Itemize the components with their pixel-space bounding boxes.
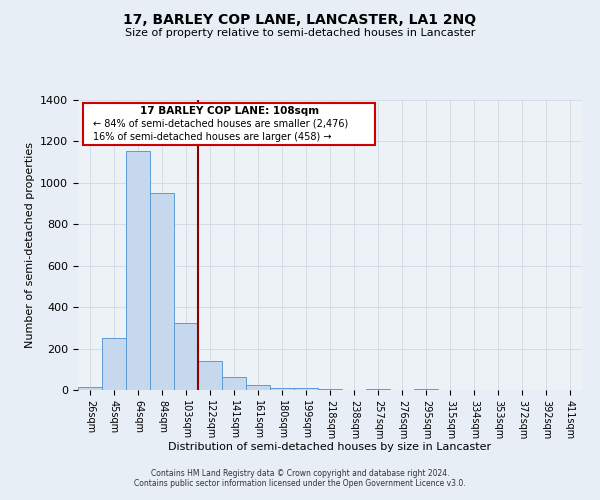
Bar — [126, 151, 150, 390]
Bar — [174, 322, 198, 390]
Bar — [222, 376, 246, 390]
Bar — [78, 387, 102, 390]
Y-axis label: Number of semi-detached properties: Number of semi-detached properties — [25, 142, 35, 348]
Bar — [294, 388, 318, 390]
Text: 16% of semi-detached houses are larger (458) →: 16% of semi-detached houses are larger (… — [93, 132, 332, 142]
Bar — [102, 338, 126, 390]
Bar — [366, 389, 390, 390]
Text: 17 BARLEY COP LANE: 108sqm: 17 BARLEY COP LANE: 108sqm — [140, 106, 319, 116]
FancyBboxPatch shape — [83, 103, 376, 145]
Text: Contains HM Land Registry data © Crown copyright and database right 2024.: Contains HM Land Registry data © Crown c… — [151, 468, 449, 477]
Bar — [198, 361, 222, 390]
Text: Contains public sector information licensed under the Open Government Licence v3: Contains public sector information licen… — [134, 478, 466, 488]
Text: ← 84% of semi-detached houses are smaller (2,476): ← 84% of semi-detached houses are smalle… — [93, 119, 349, 129]
Bar — [318, 389, 342, 390]
Text: 17, BARLEY COP LANE, LANCASTER, LA1 2NQ: 17, BARLEY COP LANE, LANCASTER, LA1 2NQ — [124, 12, 476, 26]
Bar — [246, 385, 270, 390]
Bar — [414, 389, 438, 390]
Bar — [270, 388, 294, 390]
Bar — [150, 193, 174, 390]
Text: Size of property relative to semi-detached houses in Lancaster: Size of property relative to semi-detach… — [125, 28, 475, 38]
Text: 17 BARLEY COP LANE: 108sqm: 17 BARLEY COP LANE: 108sqm — [88, 104, 267, 115]
X-axis label: Distribution of semi-detached houses by size in Lancaster: Distribution of semi-detached houses by … — [169, 442, 491, 452]
